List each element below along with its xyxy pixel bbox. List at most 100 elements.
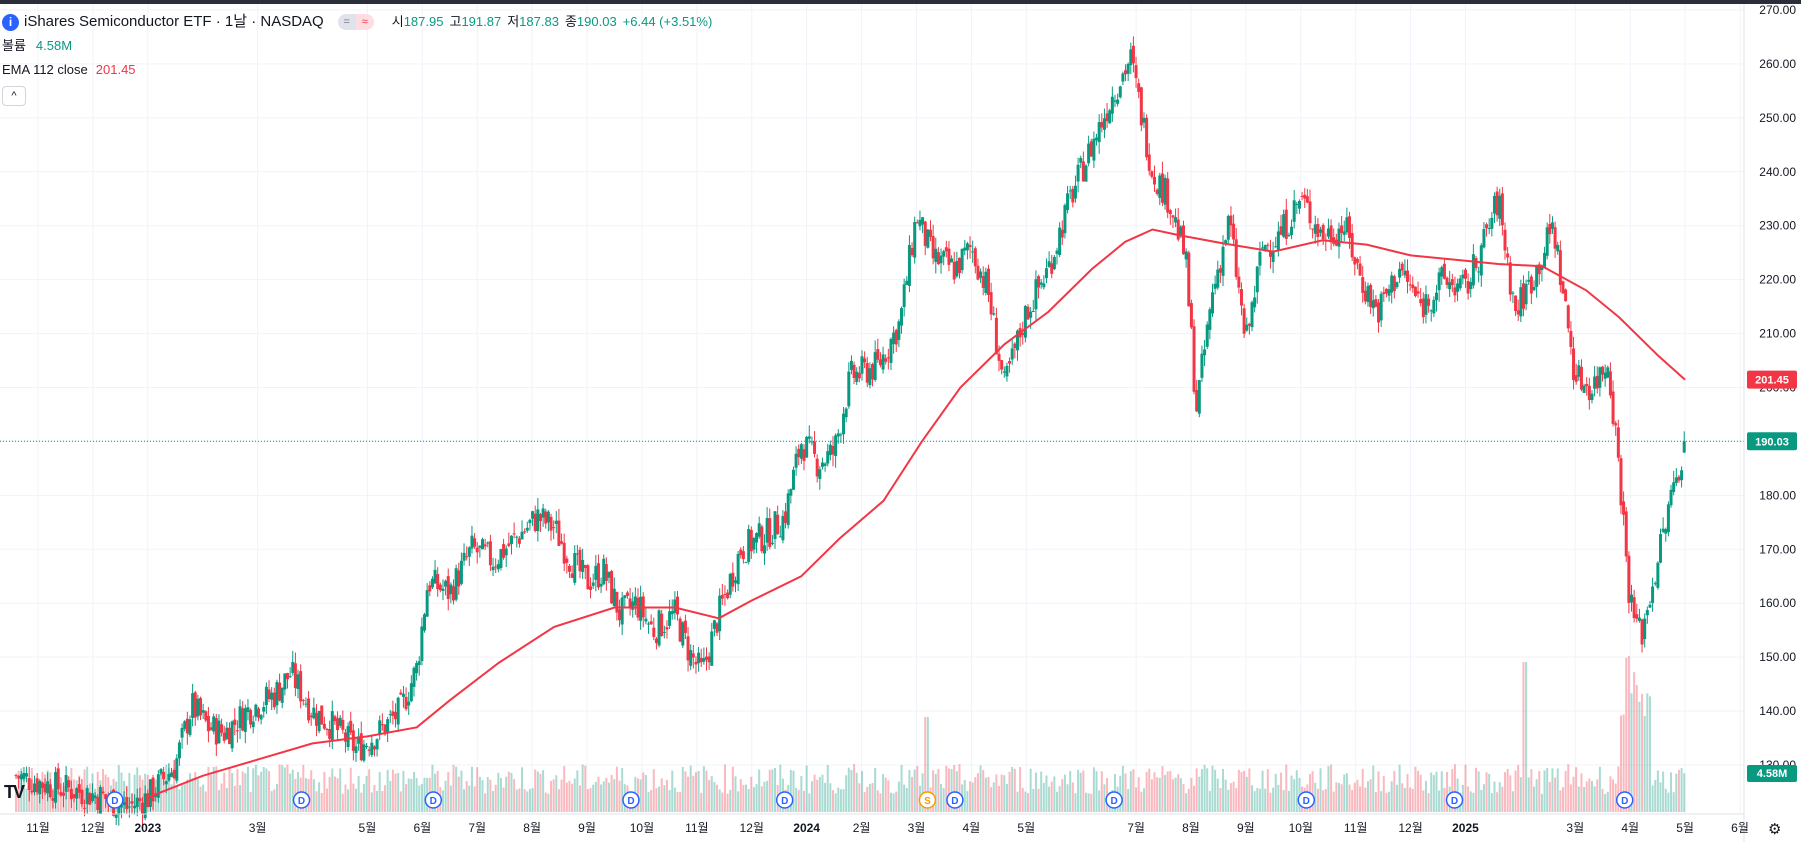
volume-bar (455, 766, 458, 812)
volume-bar (1417, 770, 1420, 812)
volume-bar (1332, 791, 1335, 812)
candle-body (98, 787, 102, 814)
candle-body (1664, 529, 1668, 534)
ema-legend-row[interactable]: EMA 112 close 201.45 (2, 58, 712, 82)
candle-body (380, 724, 384, 726)
candle-body (702, 658, 706, 662)
candle-body (586, 565, 590, 590)
volume-bar (1646, 693, 1649, 812)
approx-icon[interactable]: ≈ (355, 14, 374, 30)
time-tick-label: 2월 (853, 821, 871, 835)
collapse-legend-button[interactable]: ^ (2, 86, 26, 106)
volume-bar (1145, 771, 1148, 812)
candle-body (1005, 365, 1009, 377)
volume-bar (515, 789, 518, 812)
candle-body (117, 806, 121, 815)
volume-bar (913, 769, 916, 812)
volume-bar (486, 777, 489, 812)
candle-body (1129, 49, 1133, 66)
volume-bar (810, 781, 813, 812)
volume-bar (1369, 779, 1372, 812)
tradingview-logo[interactable]: TV (4, 782, 25, 802)
volume-bar (1251, 785, 1254, 812)
compare-pill[interactable]: = ≈ (337, 14, 374, 30)
candle-body (1142, 117, 1146, 123)
candle-body (876, 349, 880, 360)
volume-bar (1374, 792, 1377, 812)
equal-icon[interactable]: = (337, 14, 356, 30)
symbol-title[interactable]: iShares Semiconductor ETF · 1날 · NASDAQ (24, 13, 324, 30)
candle-body (233, 719, 237, 725)
candle-body (1587, 385, 1591, 401)
candle-body (971, 251, 975, 253)
candle-body (1606, 367, 1610, 378)
open-value: 187.95 (403, 14, 444, 29)
volume-bar (1353, 782, 1356, 812)
volume-bar (1677, 769, 1680, 812)
candle-body (749, 529, 753, 552)
time-tick-label: 3월 (1566, 821, 1584, 835)
info-icon[interactable]: i (2, 13, 19, 31)
candle-body (1079, 158, 1083, 163)
candle-body (293, 663, 297, 689)
volume-bar (692, 775, 695, 812)
candle-body (897, 321, 901, 340)
candle-body (256, 708, 260, 718)
candle-body (1029, 311, 1033, 318)
candle-body (1635, 614, 1639, 619)
candle-body (1392, 276, 1396, 292)
candle-body (1216, 269, 1220, 288)
candle-body (77, 784, 81, 793)
volume-bar (310, 770, 313, 812)
volume-bar (713, 781, 716, 812)
price-tick-label: 230.00 (1759, 219, 1796, 233)
volume-bar (684, 771, 687, 812)
volume-bar (531, 788, 534, 812)
candle-body (1239, 289, 1243, 306)
candle-body (589, 586, 593, 590)
candle-body (61, 792, 65, 796)
volume-bar (1554, 777, 1557, 812)
volume-bar (341, 793, 344, 812)
candle-body (1026, 306, 1030, 320)
candle-body (238, 706, 242, 729)
volume-bar (671, 770, 674, 812)
candle-body (1529, 276, 1533, 294)
gear-icon[interactable]: ⚙ (1768, 821, 1782, 838)
volume-bar (470, 766, 473, 812)
volume-bar (1382, 776, 1385, 812)
volume-bar (217, 790, 220, 812)
volume-bar (1095, 771, 1098, 812)
volume-bar (1198, 776, 1201, 812)
candle-body (1326, 228, 1330, 237)
dividend-event-marker (775, 791, 794, 809)
volume-bar (1121, 765, 1124, 812)
volume-bar (523, 789, 526, 812)
candle-body (1052, 256, 1056, 270)
volume-bar (1053, 776, 1056, 812)
volume-bar (882, 774, 885, 812)
candle-body (299, 671, 303, 702)
candle-body (341, 719, 345, 730)
candle-body (502, 544, 506, 558)
volume-bar (1377, 771, 1380, 812)
volume-bar (826, 765, 829, 812)
candle-body (417, 661, 421, 666)
candle-body (1353, 257, 1357, 265)
candle-body (246, 707, 250, 712)
candle-body (1630, 594, 1634, 603)
collapse-row: ^ (2, 82, 712, 106)
volume-legend-row[interactable]: 볼륨 4.58M (2, 34, 712, 58)
candle-body (1363, 290, 1367, 302)
candle-body (913, 222, 917, 258)
volume-bar (847, 767, 850, 812)
volume-bar (257, 775, 260, 812)
candle-body (425, 590, 429, 617)
volume-bar (452, 764, 455, 812)
candle-body (1087, 143, 1091, 164)
volume-bar (768, 769, 771, 812)
candle-body (1192, 326, 1196, 392)
volume-bar (402, 770, 405, 812)
candle-body (1000, 360, 1004, 370)
